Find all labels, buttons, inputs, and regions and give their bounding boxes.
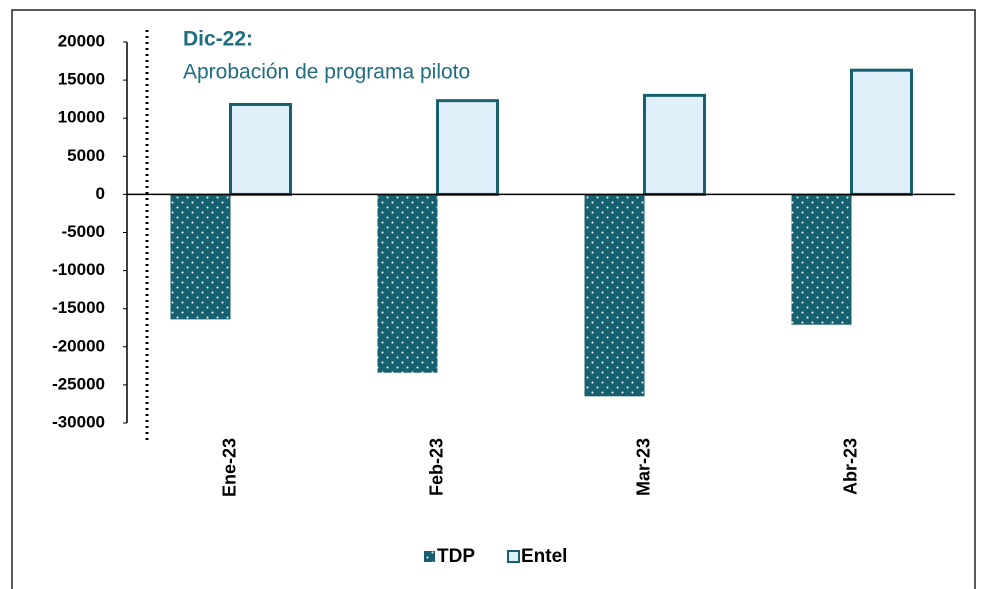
y-tick-label: 5000 — [67, 146, 105, 165]
y-tick-label: 15000 — [58, 70, 105, 89]
y-tick-label: -5000 — [62, 222, 105, 241]
y-tick-label: -30000 — [52, 412, 105, 431]
bar — [170, 194, 231, 320]
y-tick-label: 0 — [96, 184, 105, 203]
y-tick-label: 10000 — [58, 108, 105, 127]
annotation: Aprobación de programa piloto — [183, 61, 470, 84]
y-tick-label: -20000 — [52, 336, 105, 355]
x-tick-label: Mar-23 — [633, 438, 653, 496]
frame — [11, 9, 976, 589]
bar — [436, 99, 499, 196]
bar — [791, 194, 852, 325]
bar — [377, 194, 438, 373]
bar — [584, 194, 645, 397]
y-tick-label: -25000 — [52, 374, 105, 393]
bar — [643, 93, 706, 196]
legend-swatch — [507, 550, 520, 563]
bar — [850, 68, 913, 196]
annotation-title: Dic-22: — [183, 28, 253, 51]
x-tick-label: Abr-23 — [840, 438, 860, 495]
y-tick-label: 20000 — [58, 31, 105, 50]
y-tick-label: -15000 — [52, 298, 105, 317]
bar — [229, 102, 292, 196]
legend-swatch — [424, 551, 435, 562]
x-tick-label: Ene-23 — [219, 438, 239, 497]
y-tick-label: -10000 — [52, 260, 105, 279]
legend-label: TDP — [437, 546, 475, 567]
x-tick-label: Feb-23 — [426, 438, 446, 496]
legend-label: Entel — [521, 546, 567, 567]
